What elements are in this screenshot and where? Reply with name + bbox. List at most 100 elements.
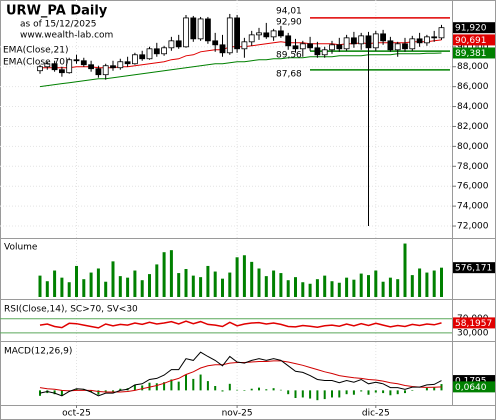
- volume-bar: [191, 275, 195, 297]
- volume-bar: [352, 279, 356, 297]
- candle-body: [146, 48, 153, 60]
- histogram-bar: [133, 384, 136, 391]
- volume-bar: [67, 282, 71, 297]
- candle-body: [168, 40, 175, 49]
- candle-body: [139, 54, 146, 60]
- last-value-label: 576,171: [455, 264, 492, 274]
- candle-body: [131, 54, 138, 65]
- histogram-bar: [60, 390, 63, 396]
- volume-bar: [96, 268, 100, 297]
- candle-body: [161, 47, 168, 55]
- volume-bar: [301, 282, 305, 297]
- candle-body: [241, 41, 248, 50]
- candle-body: [44, 63, 51, 68]
- candle-body: [59, 69, 65, 74]
- y-tick-label: 84,000: [457, 102, 489, 112]
- histogram-bar: [425, 387, 428, 391]
- volume-bar: [140, 280, 144, 297]
- candle-body: [175, 40, 182, 48]
- volume-bar: [45, 281, 49, 297]
- histogram-bar: [228, 383, 231, 391]
- volume-bar: [440, 267, 443, 297]
- volume-bar: [323, 275, 327, 297]
- x-tick-label: oct-25: [62, 409, 91, 419]
- histogram-bar: [345, 390, 348, 395]
- volume-bar: [126, 277, 130, 297]
- histogram-bar: [382, 390, 385, 394]
- candle-body: [219, 44, 226, 54]
- volume-bar: [75, 265, 78, 297]
- histogram-bar: [185, 374, 187, 391]
- candle-body: [73, 59, 80, 62]
- volume-bar: [410, 275, 414, 297]
- volume-bar: [228, 272, 232, 297]
- volume-bar: [53, 270, 57, 297]
- volume-bar: [133, 270, 137, 297]
- candle-body: [431, 36, 438, 39]
- histogram-bar: [374, 390, 377, 393]
- volume-bar: [213, 271, 217, 297]
- histogram-bar: [90, 390, 93, 392]
- candle-body: [153, 48, 160, 55]
- histogram-bar: [163, 382, 166, 391]
- chart-subtitle: as of 15/12/2025: [20, 20, 96, 30]
- volume-bar: [155, 264, 159, 297]
- candle-body: [234, 17, 241, 50]
- volume-bar: [242, 255, 246, 297]
- histogram-bar: [323, 390, 326, 400]
- volume-bar: [60, 277, 64, 297]
- volume-bar: [148, 274, 151, 297]
- candle-body: [394, 43, 401, 51]
- histogram-bar: [294, 390, 297, 398]
- histogram-bar: [367, 390, 370, 395]
- volume-bar: [111, 261, 115, 297]
- y-tick-label: 86,000: [457, 82, 489, 92]
- source-label: www.wealth-lab.com: [20, 31, 113, 41]
- volume-bar: [279, 273, 283, 297]
- volume-bar: [118, 276, 122, 297]
- volume-bar: [345, 277, 349, 297]
- candle-body: [423, 36, 430, 44]
- candle-body: [350, 37, 357, 45]
- histogram-bar: [199, 374, 202, 391]
- volume-bar: [396, 279, 400, 297]
- volume-bar: [367, 275, 370, 297]
- histogram-bar: [309, 390, 312, 399]
- candle-body: [248, 34, 255, 43]
- y-tick-label: 82,000: [457, 122, 489, 132]
- histogram-bar: [119, 388, 122, 391]
- histogram-bar: [214, 386, 217, 391]
- volume-bar: [221, 278, 224, 297]
- macd-line: [39, 351, 442, 397]
- histogram-bar: [352, 390, 355, 395]
- candle-body: [372, 33, 379, 49]
- volume-bar: [374, 270, 378, 297]
- volume-bar: [235, 257, 239, 297]
- y-tick-label: 88,000: [457, 62, 489, 72]
- histogram-bar: [331, 390, 333, 398]
- legend-label: EMA(Close,70): [3, 58, 68, 68]
- level-label: 92,90: [276, 17, 302, 27]
- histogram-bar: [206, 381, 209, 391]
- y-tick-label: 90,000: [457, 42, 489, 52]
- panel-title: Volume: [4, 243, 38, 253]
- volume-bar: [257, 268, 261, 297]
- level-label: 89,56: [276, 51, 302, 61]
- candle-body: [51, 63, 58, 71]
- histogram-bar: [389, 390, 392, 396]
- last-value-label: 0,0640: [455, 383, 487, 393]
- histogram-bar: [97, 390, 100, 395]
- histogram-bar: [53, 390, 56, 395]
- candle-body: [285, 35, 292, 47]
- candle-body: [80, 60, 87, 66]
- volume-bar: [82, 279, 86, 297]
- y-tick-label: 76,000: [457, 182, 489, 192]
- volume-bar: [38, 275, 42, 297]
- histogram-bar: [338, 390, 341, 398]
- x-tick-label: dic-25: [362, 409, 390, 419]
- histogram-bar: [192, 378, 195, 391]
- candle-body: [66, 59, 73, 74]
- candle-body: [37, 66, 43, 72]
- histogram-bar: [177, 381, 180, 391]
